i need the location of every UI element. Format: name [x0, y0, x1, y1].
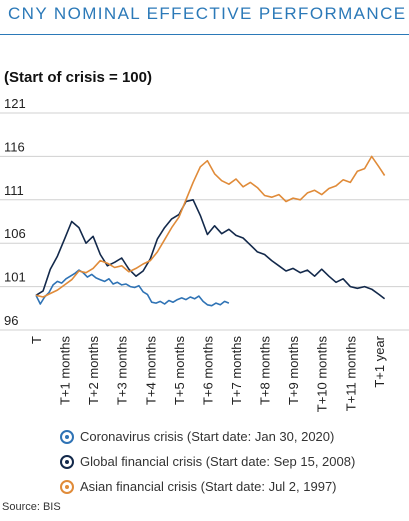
- legend-item-asian: Asian financial crisis (Start date: Jul …: [60, 474, 355, 499]
- source-note: Source: BIS: [2, 501, 61, 513]
- y-tick-label: 111: [4, 183, 24, 198]
- x-tick-label: T+4 months: [143, 336, 158, 406]
- x-tick-label: T+6 months: [200, 336, 215, 406]
- title-divider: [0, 34, 409, 35]
- y-tick-label: 116: [4, 139, 25, 154]
- x-tick-label: T+11 months: [343, 336, 358, 412]
- legend-marker-coronavirus: [60, 429, 74, 444]
- x-tick-label: T+2 months: [86, 336, 101, 406]
- y-tick-label: 101: [4, 270, 26, 285]
- gridlines: [0, 112, 409, 331]
- x-tick-label: T+3 months: [115, 336, 130, 406]
- series-line-global: [35, 199, 386, 300]
- y-tick-label: 96: [4, 313, 18, 328]
- series-line-asian: [35, 155, 386, 298]
- x-tick-label: T+8 months: [258, 336, 273, 406]
- legend-label-coronavirus: Coronavirus crisis (Start date: Jan 30, …: [80, 429, 335, 444]
- x-tick-label: T+5 months: [172, 336, 187, 406]
- legend-marker-asian: [60, 479, 74, 494]
- x-tick-label: T+10 months: [315, 336, 330, 413]
- chart-title: CNY NOMINAL EFFECTIVE PERFORMANCE: [8, 4, 407, 23]
- x-axis-ticks: T T+1 months T+2 months T+3 months T+4 month…: [29, 335, 387, 412]
- x-tick-label: T: [29, 336, 44, 344]
- x-tick-label: T+1 months: [58, 336, 73, 406]
- series-lines: [35, 155, 386, 307]
- x-tick-label: T+1 year: [372, 335, 387, 387]
- x-tick-label: T+7 months: [229, 336, 244, 406]
- y-axis-ticks: 121 116 111 106 101 96: [4, 96, 26, 328]
- series-line-coronavirus: [35, 269, 230, 307]
- x-tick-label: T+9 months: [286, 336, 301, 406]
- y-tick-label: 121: [4, 96, 26, 111]
- legend-label-global: Global financial crisis (Start date: Sep…: [80, 454, 356, 469]
- y-tick-label: 106: [4, 226, 26, 241]
- legend-item-global: Global financial crisis (Start date: Sep…: [60, 449, 355, 474]
- chart-legend: Coronavirus crisis (Start date: Jan 30, …: [60, 424, 355, 499]
- y-axis-unit-label: (Start of crisis = 100): [4, 69, 152, 86]
- legend-marker-global: [60, 454, 74, 469]
- legend-label-asian: Asian financial crisis (Start date: Jul …: [80, 479, 337, 494]
- legend-item-coronavirus: Coronavirus crisis (Start date: Jan 30, …: [60, 424, 355, 449]
